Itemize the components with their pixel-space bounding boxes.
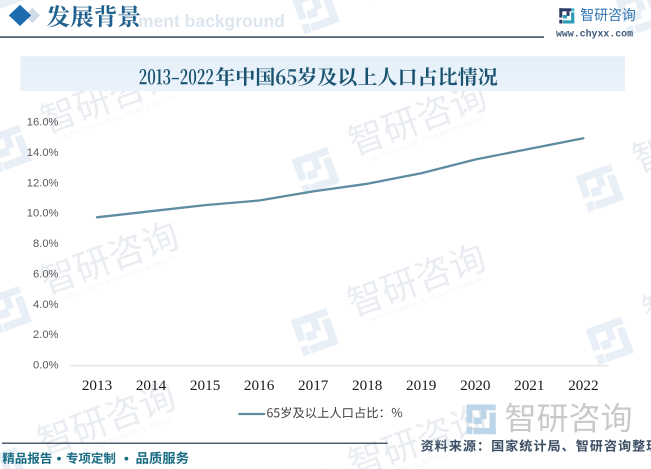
svg-text:12.0%: 12.0% <box>27 177 59 189</box>
svg-text:8.0%: 8.0% <box>33 238 59 250</box>
svg-text:10.0%: 10.0% <box>27 208 59 220</box>
svg-text:16.0%: 16.0% <box>27 117 59 129</box>
svg-text:2014: 2014 <box>136 377 167 394</box>
svg-text:4.0%: 4.0% <box>33 299 59 311</box>
svg-text:2016: 2016 <box>244 377 275 394</box>
svg-text:14.0%: 14.0% <box>27 147 59 159</box>
svg-text:www.chyxx.com: www.chyxx.com <box>556 29 633 40</box>
svg-text:2022: 2022 <box>568 377 598 394</box>
svg-text:2019: 2019 <box>406 377 436 394</box>
svg-text:2.0%: 2.0% <box>33 329 59 341</box>
svg-text:6.0%: 6.0% <box>33 269 59 281</box>
svg-text:2021: 2021 <box>514 377 544 394</box>
svg-text:2015: 2015 <box>190 377 220 394</box>
svg-text:2017: 2017 <box>298 377 329 394</box>
svg-text:2018: 2018 <box>352 377 383 394</box>
svg-text:ment background: ment background <box>138 11 285 31</box>
svg-text:0.0%: 0.0% <box>33 360 59 372</box>
svg-text:2013: 2013 <box>82 377 112 394</box>
svg-text:2020: 2020 <box>460 377 491 394</box>
